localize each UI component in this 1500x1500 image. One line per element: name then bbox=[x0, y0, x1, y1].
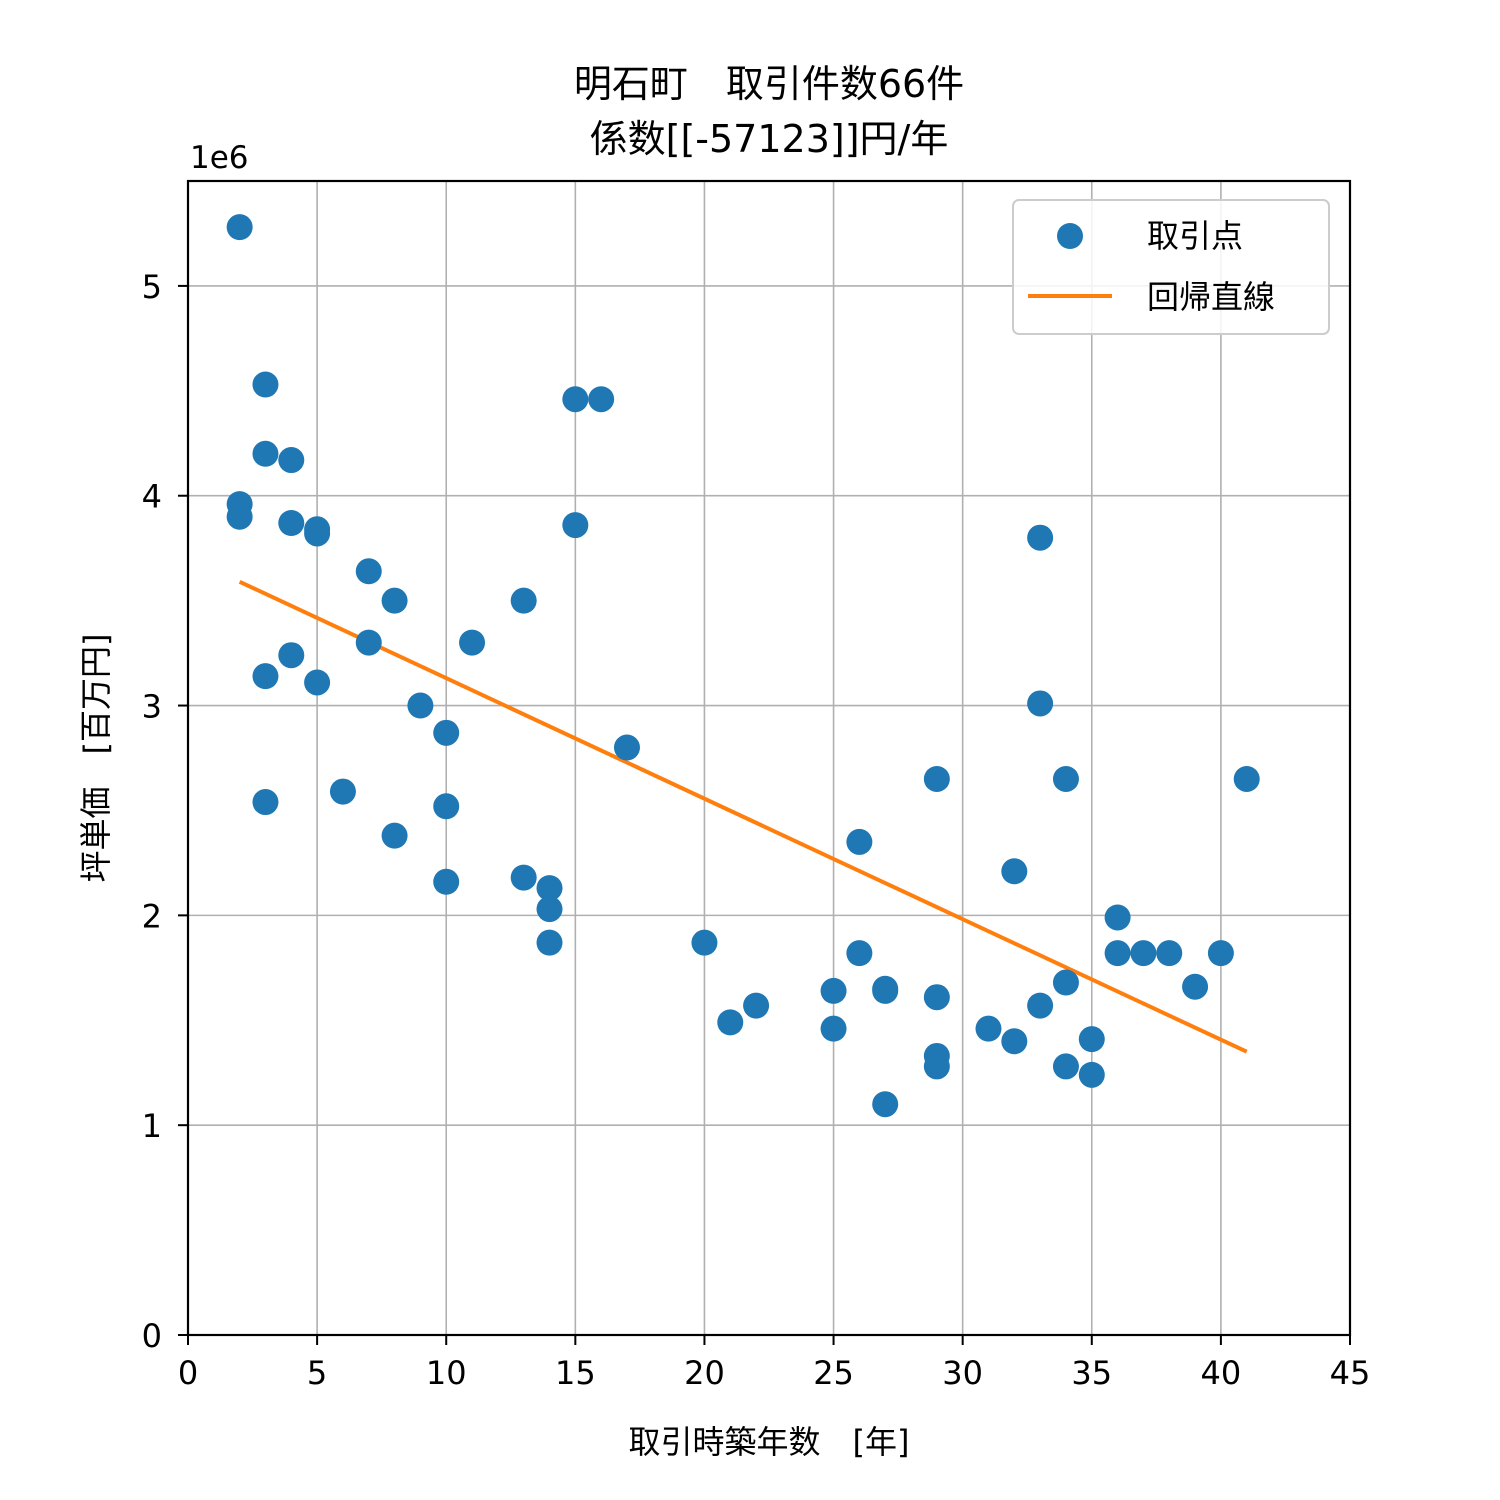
x-tick-label: 15 bbox=[555, 1354, 596, 1392]
data-point bbox=[381, 587, 408, 614]
x-axis-label: 取引時築年数 [年] bbox=[629, 1423, 910, 1461]
data-point bbox=[1052, 1053, 1079, 1080]
regression-line bbox=[238, 579, 1248, 1054]
x-tick-label: 25 bbox=[813, 1354, 854, 1392]
data-point bbox=[1052, 765, 1079, 792]
data-point bbox=[975, 1015, 1002, 1042]
data-point bbox=[536, 896, 563, 923]
regression-line-layer bbox=[238, 579, 1248, 1054]
x-tick-label: 35 bbox=[1071, 1354, 1112, 1392]
data-point bbox=[1104, 904, 1131, 931]
data-point bbox=[252, 440, 279, 467]
data-point bbox=[1078, 1026, 1105, 1053]
data-point bbox=[1027, 690, 1054, 717]
y-axis-label: 坪単価 [百万円] bbox=[77, 634, 115, 883]
data-point bbox=[433, 868, 460, 895]
data-point bbox=[536, 929, 563, 956]
data-point bbox=[743, 992, 770, 1019]
data-point bbox=[1001, 1028, 1028, 1055]
y-tick-label: 2 bbox=[142, 897, 162, 935]
x-tick-label: 5 bbox=[307, 1354, 327, 1392]
data-point bbox=[1001, 858, 1028, 885]
data-point bbox=[329, 778, 356, 805]
data-point bbox=[691, 929, 718, 956]
data-point bbox=[1052, 969, 1079, 996]
data-point bbox=[923, 1053, 950, 1080]
legend: 取引点 回帰直線 bbox=[1012, 199, 1330, 335]
data-point bbox=[1130, 940, 1157, 967]
data-point bbox=[355, 629, 382, 656]
legend-marker-points bbox=[1057, 223, 1083, 249]
data-point bbox=[407, 692, 434, 719]
x-tick-label: 20 bbox=[684, 1354, 725, 1392]
data-point bbox=[1027, 524, 1054, 551]
data-point bbox=[304, 669, 331, 696]
x-tick-label: 40 bbox=[1201, 1354, 1242, 1392]
data-point bbox=[1078, 1061, 1105, 1088]
chart-title-line1: 明石町 取引件数66件 bbox=[574, 62, 964, 106]
data-point bbox=[1207, 940, 1234, 967]
plot-frame bbox=[186, 179, 1352, 1337]
data-point bbox=[226, 214, 253, 241]
data-point bbox=[820, 1015, 847, 1042]
data-point bbox=[562, 512, 589, 539]
data-point bbox=[252, 663, 279, 690]
data-point bbox=[355, 558, 382, 585]
data-point bbox=[1233, 765, 1260, 792]
y-tick-label: 5 bbox=[142, 268, 162, 306]
data-point bbox=[252, 371, 279, 398]
grid bbox=[187, 181, 1351, 1336]
data-point bbox=[381, 822, 408, 849]
x-axis-ticks: 0 5 10 15 20 25 30 35 40 45 bbox=[178, 1335, 1371, 1392]
data-point bbox=[923, 984, 950, 1011]
chart-title-line2: 係数[[-57123]]円/年 bbox=[590, 117, 949, 161]
y-axis-ticks: 0 1 2 3 4 5 bbox=[142, 268, 188, 1355]
x-tick-label: 30 bbox=[942, 1354, 983, 1392]
data-point bbox=[846, 828, 873, 855]
data-point bbox=[1104, 940, 1131, 967]
data-point bbox=[717, 1009, 744, 1036]
y-tick-label: 0 bbox=[142, 1317, 162, 1355]
data-point bbox=[613, 734, 640, 761]
y-offset-text: 1e6 bbox=[190, 140, 249, 176]
data-point bbox=[226, 503, 253, 530]
data-point bbox=[1027, 992, 1054, 1019]
legend-box bbox=[1012, 199, 1330, 335]
data-point bbox=[433, 719, 460, 746]
data-point bbox=[562, 386, 589, 413]
data-point bbox=[510, 587, 537, 614]
scatter-points bbox=[226, 214, 1260, 1118]
data-point bbox=[872, 1091, 899, 1118]
data-point bbox=[459, 629, 486, 656]
data-point bbox=[820, 977, 847, 1004]
data-point bbox=[1156, 940, 1183, 967]
data-point bbox=[252, 789, 279, 816]
data-point bbox=[278, 642, 305, 669]
data-point bbox=[304, 520, 331, 547]
x-tick-label: 45 bbox=[1330, 1354, 1371, 1392]
y-tick-label: 1 bbox=[142, 1107, 162, 1145]
data-point bbox=[588, 386, 615, 413]
x-tick-label: 0 bbox=[178, 1354, 198, 1392]
data-point bbox=[1182, 973, 1209, 1000]
data-point bbox=[846, 940, 873, 967]
y-tick-label: 3 bbox=[142, 688, 162, 726]
legend-label-regression: 回帰直線 bbox=[1147, 278, 1275, 316]
data-point bbox=[923, 765, 950, 792]
data-point bbox=[510, 864, 537, 891]
x-tick-label: 10 bbox=[426, 1354, 467, 1392]
data-point bbox=[278, 447, 305, 474]
data-point bbox=[278, 510, 305, 537]
y-tick-label: 4 bbox=[142, 478, 162, 516]
data-point bbox=[433, 793, 460, 820]
data-point bbox=[536, 875, 563, 902]
legend-label-points: 取引点 bbox=[1147, 217, 1243, 255]
data-point bbox=[872, 977, 899, 1004]
